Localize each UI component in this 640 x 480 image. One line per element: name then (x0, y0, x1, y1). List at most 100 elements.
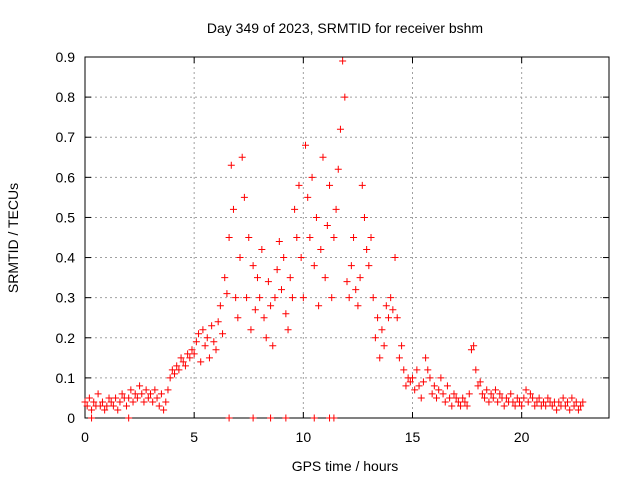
data-point (157, 390, 165, 398)
data-point (483, 386, 491, 394)
data-point (356, 274, 364, 282)
data-point (467, 346, 475, 354)
data-point (249, 262, 257, 270)
data-point (424, 366, 432, 374)
data-point (171, 370, 179, 378)
data-point (566, 406, 574, 414)
data-point (164, 386, 172, 394)
data-point (179, 358, 187, 366)
data-point (210, 338, 218, 346)
y-tick-label: 0.7 (56, 129, 76, 145)
data-point (151, 386, 159, 394)
data-point (500, 402, 508, 410)
data-point (494, 398, 502, 406)
data-point (173, 362, 181, 370)
data-point (166, 374, 174, 382)
data-point (319, 153, 327, 161)
data-point (101, 406, 109, 414)
data-point (502, 394, 510, 402)
data-point (138, 390, 146, 398)
data-point (570, 402, 578, 410)
data-point (457, 402, 465, 410)
data-point (184, 350, 192, 358)
data-point (258, 246, 266, 254)
data-point (422, 354, 430, 362)
data-point (96, 402, 104, 410)
data-point (535, 394, 543, 402)
data-point (321, 274, 329, 282)
data-point (489, 394, 497, 402)
data-point (243, 294, 251, 302)
plot-frame (84, 56, 610, 419)
data-point (286, 274, 294, 282)
data-point (529, 394, 537, 402)
data-point (559, 394, 567, 402)
data-point (518, 402, 526, 410)
data-point (360, 213, 368, 221)
data-point (271, 294, 279, 302)
data-point (112, 394, 120, 402)
x-tick-label: 20 (514, 429, 530, 445)
data-point (308, 173, 316, 181)
data-point (363, 246, 371, 254)
data-point (282, 310, 290, 318)
data-point (426, 374, 434, 382)
data-point (433, 394, 441, 402)
y-tick-label: 0 (67, 410, 75, 426)
data-point (374, 314, 382, 322)
data-point (476, 378, 484, 386)
data-point (105, 394, 113, 402)
data-point (406, 378, 414, 386)
data-point (347, 262, 355, 270)
data-point (393, 314, 401, 322)
data-point (275, 238, 283, 246)
y-tick-label: 0.2 (56, 330, 76, 346)
data-point (454, 398, 462, 406)
data-point (481, 394, 489, 402)
data-point (341, 93, 349, 101)
data-point (221, 274, 229, 282)
data-point (515, 398, 523, 406)
data-point (107, 398, 115, 406)
data-point (214, 318, 222, 326)
data-point (238, 153, 246, 161)
data-point (478, 390, 486, 398)
data-point (470, 342, 478, 350)
data-point (291, 205, 299, 213)
data-point (413, 366, 421, 374)
y-tick-label: 0.1 (56, 370, 76, 386)
data-point (339, 57, 347, 65)
data-point (384, 314, 392, 322)
data-point (350, 234, 358, 241)
data-point (197, 358, 205, 366)
data-point (343, 278, 351, 286)
data-point (260, 314, 268, 322)
data-point (219, 330, 227, 338)
data-point (136, 382, 144, 390)
data-point (282, 414, 290, 422)
data-point (98, 398, 106, 406)
data-point (262, 334, 270, 342)
data-point (522, 386, 530, 394)
y-tick-label: 0.4 (56, 250, 76, 266)
data-point (430, 382, 438, 390)
data-point (312, 213, 320, 221)
data-point (398, 342, 406, 350)
data-point (334, 165, 342, 173)
data-point (369, 294, 377, 302)
data-point (310, 262, 318, 270)
data-point (240, 193, 248, 201)
data-point (160, 406, 168, 414)
data-point (225, 414, 233, 422)
data-point (216, 302, 224, 310)
data-point (310, 414, 318, 422)
data-point (509, 398, 517, 406)
data-point (131, 390, 139, 398)
x-tick-label: 5 (190, 429, 198, 445)
data-point (485, 398, 493, 406)
data-point (232, 294, 240, 302)
data-point (83, 402, 91, 410)
data-point (293, 234, 301, 241)
data-point (315, 302, 323, 310)
data-point (378, 326, 386, 334)
